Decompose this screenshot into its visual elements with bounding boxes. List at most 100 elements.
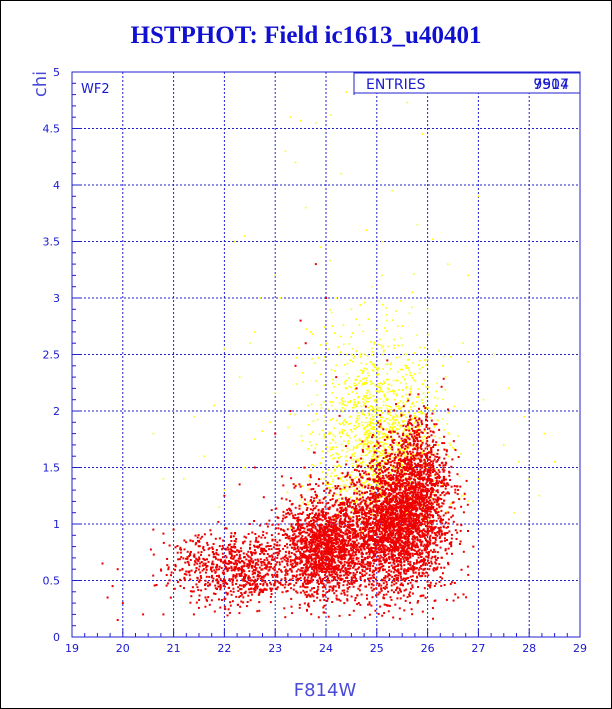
data-point [450,543,453,546]
data-point [340,172,342,175]
data-point [373,434,376,437]
data-point [310,571,313,574]
data-point [375,401,377,404]
data-point [409,581,412,584]
data-point [352,357,355,359]
data-point [431,471,434,473]
data-point [382,350,385,353]
data-point [366,392,368,394]
data-point [420,518,423,521]
data-point [330,455,332,457]
data-point [397,344,399,347]
data-point [379,419,382,421]
data-point [342,555,344,557]
data-point [353,401,356,403]
data-point [436,382,438,385]
data-point [366,557,369,560]
data-point [382,586,385,589]
data-point [372,495,375,498]
data-point [415,550,418,553]
data-point [408,425,410,428]
data-point [404,514,407,517]
data-point [434,484,436,487]
data-point [420,464,423,467]
data-point [354,597,357,599]
data-point [415,580,418,583]
data-point [389,464,392,467]
data-point [349,534,351,537]
data-point [331,529,334,532]
data-point [406,359,409,361]
data-point [342,410,344,413]
data-point [425,386,427,388]
data-point [369,567,371,570]
data-point [341,407,344,409]
data-point [385,438,388,441]
data-point [392,393,395,395]
data-point [434,550,437,553]
data-point [374,553,377,555]
data-point [421,535,424,538]
data-point [400,565,403,568]
data-point [323,568,326,571]
data-point [403,449,406,452]
data-point [369,551,372,554]
data-point [413,414,415,417]
data-point [353,575,356,578]
data-point [315,380,317,382]
data-point [400,463,403,466]
data-point [370,506,373,509]
data-point [384,396,387,398]
data-point [513,511,515,514]
data-point [346,479,348,482]
data-point [389,493,392,495]
data-point [427,556,430,559]
data-point [377,489,379,492]
data-point [354,405,357,408]
data-point [392,490,395,493]
data-point [366,465,369,468]
data-point [389,474,392,477]
data-point [425,504,428,507]
data-point [405,400,408,403]
data-point [299,494,301,497]
data-point [371,413,373,416]
data-point [349,520,351,523]
data-point [353,447,355,449]
data-point [412,565,414,568]
data-point [410,521,413,524]
data-point [435,468,437,470]
data-point [383,515,386,518]
data-point [323,538,326,541]
data-point [327,469,329,471]
data-point [338,485,341,487]
data-point [372,453,375,456]
data-point [359,498,362,500]
data-point [429,534,432,537]
data-point [402,552,405,555]
data-point [438,349,440,352]
data-point [457,596,460,599]
data-point [378,500,381,502]
data-point [382,528,385,531]
data-point [399,424,402,427]
data-point [427,500,430,503]
data-point [316,394,319,397]
data-point [372,552,375,555]
data-point [417,549,420,552]
data-point [334,408,337,411]
data-point [391,427,394,429]
data-point [404,462,407,465]
data-point [307,475,310,477]
data-point [339,335,342,338]
data-point [325,481,328,483]
data-point [409,575,412,578]
data-point [388,423,391,426]
data-point [294,535,297,538]
data-point [371,455,373,458]
data-point [387,452,390,454]
data-point [399,524,402,527]
data-point [381,427,384,429]
data-point [292,483,295,486]
data-point [333,427,335,429]
